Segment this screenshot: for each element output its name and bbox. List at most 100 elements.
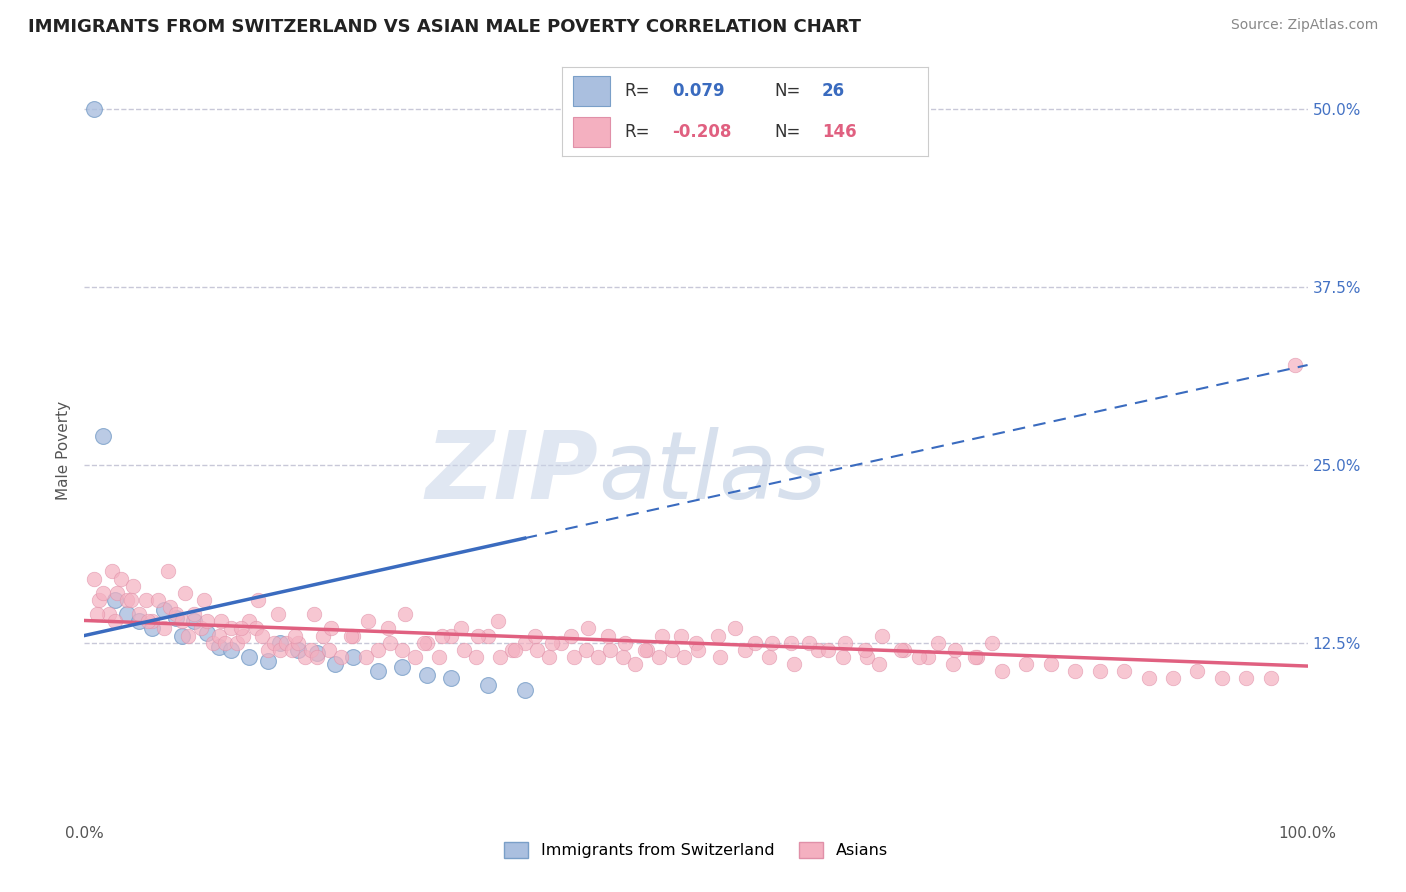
- Text: ZIP: ZIP: [425, 426, 598, 518]
- Point: [1064, 664, 1087, 678]
- Point: [238, 649, 260, 664]
- Text: R=: R=: [624, 123, 650, 141]
- Point: [744, 635, 766, 649]
- Point: [172, 628, 194, 642]
- Point: [219, 622, 242, 636]
- Point: [416, 668, 439, 682]
- Point: [614, 635, 637, 649]
- Point: [1114, 664, 1136, 678]
- Point: [1039, 657, 1062, 671]
- Point: [1260, 671, 1282, 685]
- Point: [97, 607, 120, 622]
- Point: [633, 642, 655, 657]
- Point: [1187, 664, 1209, 678]
- Point: [257, 642, 280, 657]
- Point: [153, 622, 176, 636]
- Point: [780, 635, 803, 649]
- Point: [540, 635, 562, 649]
- Point: [330, 649, 353, 664]
- Point: [413, 635, 436, 649]
- Point: [183, 607, 205, 622]
- Point: [513, 635, 536, 649]
- Point: [503, 642, 526, 657]
- Point: [232, 628, 254, 642]
- Point: [562, 649, 585, 664]
- Point: [575, 642, 598, 657]
- Point: [110, 572, 132, 586]
- Point: [513, 682, 536, 697]
- Point: [709, 649, 731, 664]
- Point: [685, 635, 707, 649]
- Point: [115, 607, 138, 622]
- Point: [284, 628, 307, 642]
- Point: [1211, 671, 1233, 685]
- Point: [391, 642, 413, 657]
- Point: [269, 642, 291, 657]
- Point: [86, 607, 108, 622]
- Point: [141, 622, 163, 636]
- Point: [943, 642, 966, 657]
- Point: [596, 628, 619, 642]
- Point: [135, 593, 157, 607]
- Point: [966, 649, 988, 664]
- Point: [538, 649, 561, 664]
- Point: [576, 622, 599, 636]
- Legend: Immigrants from Switzerland, Asians: Immigrants from Switzerland, Asians: [498, 835, 894, 864]
- Point: [269, 635, 291, 649]
- Point: [354, 649, 377, 664]
- Point: [312, 628, 335, 642]
- Point: [477, 628, 499, 642]
- Point: [183, 615, 205, 629]
- Point: [122, 579, 145, 593]
- Point: [294, 649, 316, 664]
- Point: [1015, 657, 1038, 671]
- Point: [263, 635, 285, 649]
- Point: [115, 593, 138, 607]
- Point: [981, 635, 1004, 649]
- Point: [287, 635, 309, 649]
- Point: [238, 615, 260, 629]
- Point: [688, 642, 710, 657]
- Point: [323, 657, 346, 671]
- Point: [245, 622, 267, 636]
- Point: [128, 607, 150, 622]
- Text: atlas: atlas: [598, 427, 827, 518]
- Point: [247, 593, 270, 607]
- Point: [907, 649, 929, 664]
- Point: [209, 615, 232, 629]
- Point: [391, 660, 413, 674]
- Point: [190, 622, 212, 636]
- Point: [266, 607, 288, 622]
- Point: [380, 635, 402, 649]
- Point: [367, 664, 389, 678]
- Point: [523, 628, 546, 642]
- Point: [141, 615, 163, 629]
- Point: [304, 607, 326, 622]
- Point: [599, 642, 621, 657]
- Point: [342, 628, 364, 642]
- Point: [807, 642, 830, 657]
- Point: [560, 628, 582, 642]
- Point: [201, 635, 224, 649]
- Point: [156, 565, 179, 579]
- Point: [195, 615, 218, 629]
- Point: [153, 603, 176, 617]
- Bar: [574, 76, 610, 106]
- Point: [177, 628, 200, 642]
- Point: [120, 593, 142, 607]
- Point: [734, 642, 756, 657]
- Point: [367, 642, 389, 657]
- Point: [831, 649, 853, 664]
- Point: [1088, 664, 1111, 678]
- Point: [146, 593, 169, 607]
- Text: 146: 146: [823, 123, 856, 141]
- Point: [486, 615, 509, 629]
- Point: [214, 635, 236, 649]
- Point: [464, 649, 486, 664]
- Point: [321, 622, 343, 636]
- Point: [159, 600, 181, 615]
- Point: [707, 628, 730, 642]
- Point: [927, 635, 949, 649]
- Point: [624, 657, 647, 671]
- Point: [758, 649, 780, 664]
